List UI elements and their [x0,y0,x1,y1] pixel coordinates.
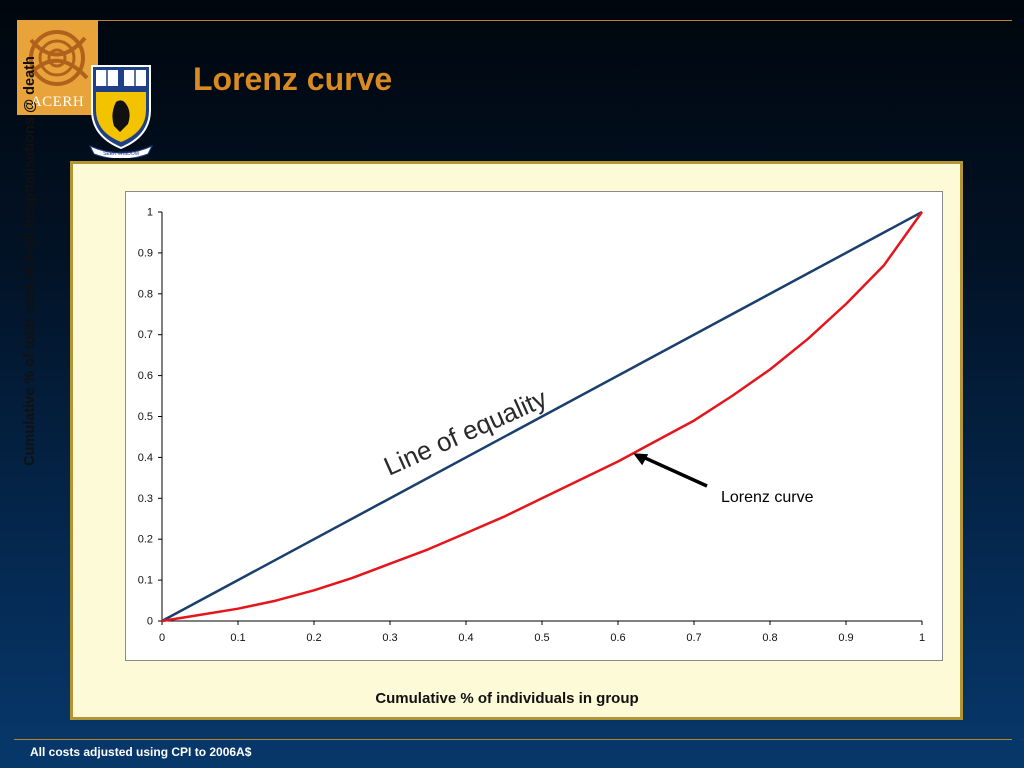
crest-motto: SEEK WISDOM [103,151,139,157]
x-tick-label: 0.1 [230,632,245,644]
y-tick-label: 0.5 [138,411,153,423]
bottom-divider [14,739,1012,740]
y-tick-label: 0.6 [138,370,153,382]
x-tick-label: 0.5 [534,632,549,644]
acerh-emblem-icon [27,30,89,86]
x-tick-label: 0 [159,632,165,644]
university-crest-icon: SEEK WISDOM [88,65,154,158]
lorenz-line [161,211,924,623]
x-tick-label: 0.9 [838,632,853,644]
equality-line [161,210,923,623]
x-tick-label: 0.4 [458,632,473,644]
x-tick-label: 0.2 [306,632,321,644]
acerh-logo: ACERH [17,20,98,115]
x-tick-label: 0.7 [686,632,701,644]
x-tick-label: 0.3 [382,632,397,644]
x-tick-label: 0.8 [762,632,777,644]
x-axis-label: Cumulative % of individuals in group [375,690,639,707]
top-divider [98,20,1012,21]
x-tick-label: 1 [919,632,925,644]
y-tick-label: 0.4 [138,452,153,464]
equality-line-annotation: Line of equality [379,383,551,482]
slide-title: Lorenz curve [193,61,393,97]
y-tick-label: 0.3 [138,493,153,505]
lorenz-curve-annotation: Lorenz curve [721,489,814,506]
plot-area [125,191,943,661]
footer-note: All costs adjusted using CPI to 2006A$ [30,745,252,759]
chart-frame: 0 0.1 0.2 0.3 0.4 0.5 0.6 0.7 0.8 0.9 1 0 0.1 0.2 0.3 0… [70,161,963,720]
lorenz-chart: 0 0.1 0.2 0.3 0.4 0.5 0.6 0.7 0.8 0.9 1 0 0.1 0.2 0.3 0… [138,207,925,645]
y-tick-label: 0.1 [138,575,153,587]
acerh-logo-text: ACERH [30,94,85,110]
x-tick-label: 0.6 [610,632,625,644]
y-axis-label: Cumulative % of total cost of in-pt hosp… [22,56,38,466]
y-tick-label: 0.9 [138,247,153,259]
lorenz-pointer-arrowhead [633,453,649,466]
y-tick-label: 0.8 [138,288,153,300]
lorenz-pointer-line [638,453,708,488]
y-tick-label: 0 [147,616,153,628]
y-tick-label: 0.2 [138,534,153,546]
y-tick-label: 0.7 [138,329,153,341]
y-tick-label: 1 [147,207,153,219]
